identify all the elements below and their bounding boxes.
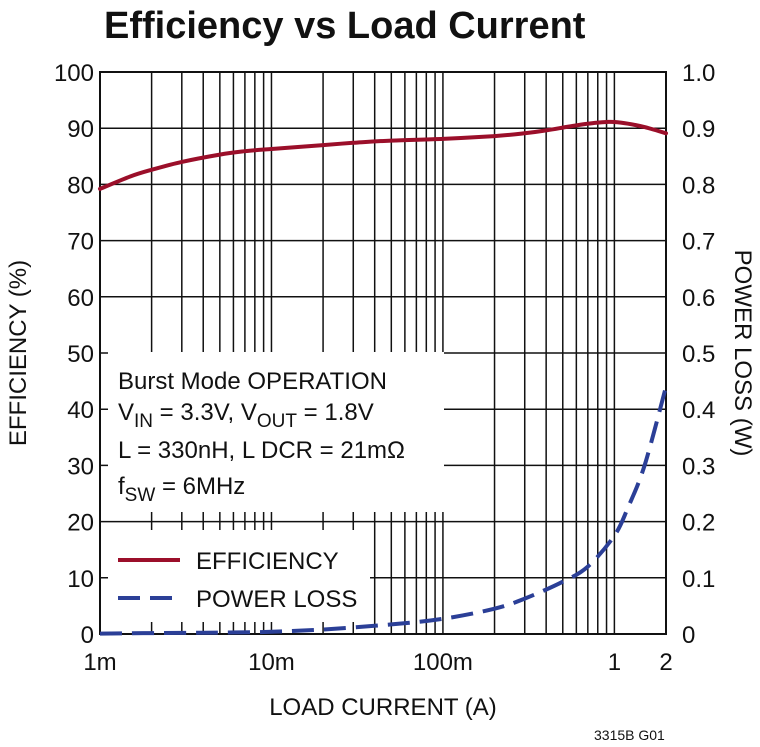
y-tick-right-label: 0.6 <box>682 285 715 312</box>
y-tick-right-label: 0.9 <box>682 116 715 143</box>
efficiency-line <box>98 119 668 191</box>
y-tick-right-label: 0.3 <box>682 453 715 480</box>
y-tick-left-label: 20 <box>67 510 94 537</box>
y-tick-left-label: 90 <box>67 116 94 143</box>
y-tick-right-label: 0.2 <box>682 510 715 537</box>
annotation-vout-sub: OUT <box>257 411 298 432</box>
legend-power-loss-label: POWER LOSS <box>196 586 357 613</box>
y-tick-left-label: 0 <box>81 622 94 649</box>
power-loss-line <box>99 386 668 636</box>
annotation-fsw-sub: SW <box>125 485 156 506</box>
y-tick-right-label: 1.0 <box>682 60 715 87</box>
annotation-burst-mode: Burst Mode OPERATION <box>118 368 387 395</box>
annotation-voltage-end: = 1.8V <box>297 399 374 426</box>
y-tick-right-label: 0.5 <box>682 341 715 368</box>
x-tick-label: 1m <box>83 649 116 676</box>
plot-frame <box>99 71 667 635</box>
annotation-f: f <box>118 473 125 500</box>
y-tick-right-label: 0.1 <box>682 566 715 593</box>
y-tick-left-label: 80 <box>67 172 94 199</box>
y-tick-left-label: 40 <box>67 397 94 424</box>
legend-efficiency-label: EFFICIENCY <box>196 548 339 575</box>
y-tick-right-label: 0.4 <box>682 397 715 424</box>
annotation-voltage-mid: = 3.3V, V <box>153 399 257 426</box>
annotation-frequency-end: = 6MHz <box>155 473 245 500</box>
x-tick-label: 1 <box>608 649 621 676</box>
annotation-box <box>108 352 444 512</box>
y-axis-label-right: POWER LOSS (W) <box>729 250 756 457</box>
annotation-voltages: VIN = 3.3V, VOUT = 1.8V <box>118 399 374 432</box>
y-tick-right-label: 0.7 <box>682 229 715 256</box>
annotation-frequency: fSW = 6MHz <box>118 473 245 506</box>
x-tick-label: 2 <box>659 649 672 676</box>
y-axis-label-left: EFFICIENCY (%) <box>5 260 32 446</box>
y-tick-left-label: 30 <box>67 453 94 480</box>
annotation-v: V <box>118 399 134 426</box>
y-tick-left-label: 70 <box>67 229 94 256</box>
y-tick-right-label: 0.8 <box>682 172 715 199</box>
y-tick-left-label: 100 <box>54 60 94 87</box>
legend-box <box>108 530 370 622</box>
x-ticks: 1m 10m 100m 1 2 <box>83 649 672 676</box>
figure-code: 3315B G01 <box>594 727 665 743</box>
annotation-inductor: L = 330nH, L DCR = 21mΩ <box>118 437 405 464</box>
y-tick-left-label: 50 <box>67 341 94 368</box>
x-axis-label: LOAD CURRENT (A) <box>269 694 497 721</box>
x-tick-label: 100m <box>413 649 473 676</box>
annotation-vin-sub: IN <box>134 411 153 432</box>
y-tick-right-label: 0 <box>682 622 695 649</box>
y-tick-left-label: 10 <box>67 566 94 593</box>
chart-title: Efficiency vs Load Current <box>104 5 586 47</box>
x-tick-label: 10m <box>248 649 295 676</box>
y-ticks-left: 0 10 20 30 40 50 60 70 80 90 100 <box>54 60 94 649</box>
y-ticks-right: 0 0.1 0.2 0.3 0.4 0.5 0.6 0.7 0.8 0.9 1.0 <box>682 60 715 649</box>
y-tick-left-label: 60 <box>67 285 94 312</box>
